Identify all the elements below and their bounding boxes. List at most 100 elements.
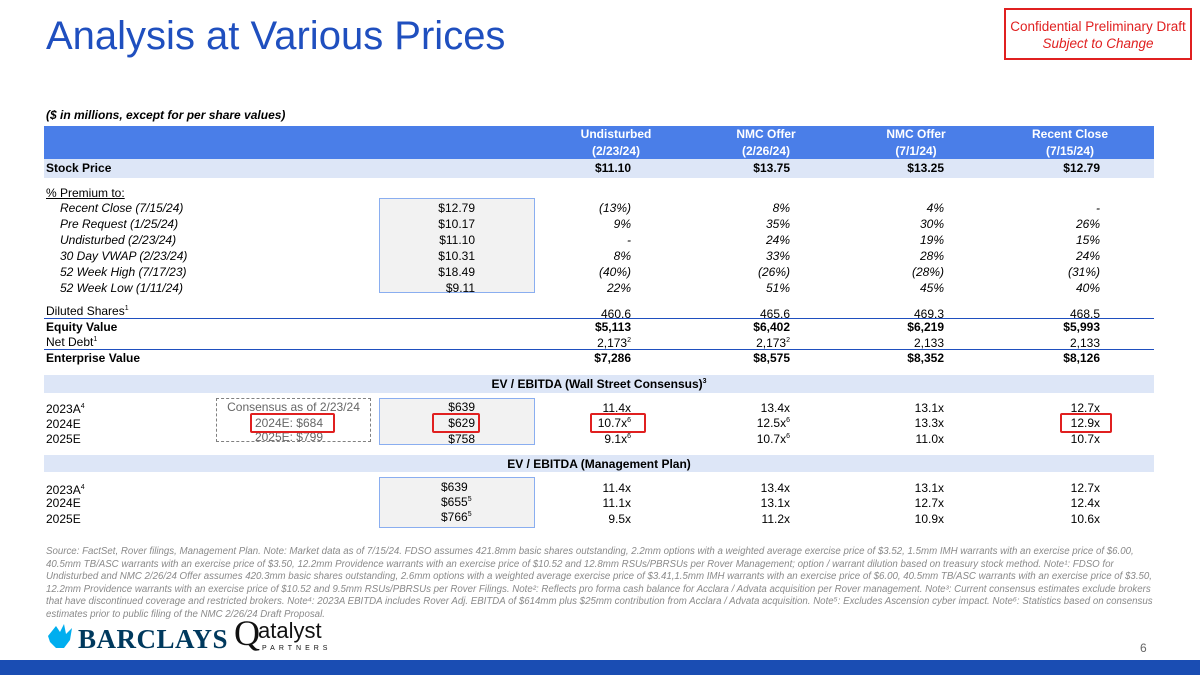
mgmt-row-label: 2023A4 — [46, 483, 85, 497]
qatalyst-wordmark: atalyst — [258, 618, 322, 643]
barclays-logo: BARCLAYS — [46, 622, 228, 657]
mgmt-reference-ebitda: $7665 — [441, 510, 472, 524]
mgmt-multiple-value: 12.7x — [1070, 481, 1100, 495]
diluted-shares-value: 468.5 — [1069, 307, 1100, 321]
premium-reference-price: $10.17 — [438, 217, 475, 231]
qatalyst-q: Q — [234, 613, 260, 653]
mgmt-reference-ebitda: $6555 — [441, 495, 472, 509]
premium-value: - — [627, 233, 631, 247]
diluted-shares-label: Diluted Shares1 — [46, 304, 129, 318]
equity-value-label: Equity Value — [46, 320, 118, 334]
ws-row-label: 2025E — [46, 432, 81, 446]
premium-value: 4% — [926, 201, 944, 215]
equity-value: $5,993 — [1063, 320, 1100, 334]
ws-reference-box — [379, 398, 535, 445]
premium-row-label: Pre Request (1/25/24) — [60, 217, 179, 231]
col-header-undisturbed: Undisturbed (2/23/24) — [580, 127, 652, 158]
mgmt-multiple-value: 11.4x — [602, 481, 631, 495]
net-debt-value: 2,133 — [913, 336, 944, 350]
highlight-2024-ref — [432, 413, 480, 433]
column-header-band: Undisturbed (2/23/24) NMC Offer (2/26/24) … — [44, 126, 1154, 159]
confidential-box: Confidential Preliminary Draft Subject t… — [1004, 8, 1192, 60]
premium-value: (31%) — [1067, 265, 1100, 279]
consensus-box-2025: 2025E: $799 — [254, 430, 323, 444]
net-debt-value: 2,1732 — [597, 336, 631, 350]
mgmt-reference-ebitda: $639 — [441, 480, 468, 494]
col-header-nmc-offer-1: NMC Offer (2/26/24) — [736, 127, 796, 158]
enterprise-value: $7,286 — [594, 351, 631, 365]
stock-price-label: Stock Price — [46, 161, 112, 175]
mgmt-multiple-value: 9.5x — [608, 512, 631, 526]
stock-price-value: $13.75 — [753, 161, 790, 175]
source-footnote: Source: FactSet, Rover filings, Manageme… — [46, 546, 1153, 620]
equity-value: $6,402 — [753, 320, 790, 334]
premium-row-label: Undisturbed (2/23/24) — [60, 233, 177, 247]
premium-value: (26%) — [757, 265, 790, 279]
ws-multiple-value: 12.9x — [1070, 416, 1100, 430]
page-title: Analysis at Various Prices — [46, 14, 506, 58]
mgmt-plan-heading: EV / EBITDA (Management Plan) — [507, 457, 691, 471]
premium-reference-price: $10.31 — [438, 249, 475, 263]
ws-multiple-value: 12.7x — [1070, 401, 1100, 415]
ws-reference-ebitda: $629 — [448, 416, 475, 430]
consensus-dashed-box — [216, 398, 371, 442]
col-header-nmc-offer-2: NMC Offer (7/1/24) — [886, 127, 946, 158]
premium-row-label: 30 Day VWAP (2/23/24) — [60, 249, 188, 263]
enterprise-value-label: Enterprise Value — [46, 351, 141, 365]
enterprise-value: $8,352 — [907, 351, 944, 365]
ws-reference-ebitda: $758 — [448, 432, 475, 446]
premium-value: 19% — [919, 233, 944, 247]
premium-value: - — [1096, 201, 1100, 215]
ws-consensus-heading: EV / EBITDA (Wall Street Consensus)3 — [491, 377, 707, 391]
diluted-shares-value: 469.3 — [913, 307, 944, 321]
premium-reference-price: $11.10 — [439, 233, 475, 247]
premium-value: 8% — [613, 249, 631, 263]
mgmt-multiple-value: 13.1x — [914, 481, 944, 495]
mgmt-multiple-value: 11.2x — [761, 512, 790, 526]
premium-value: 24% — [765, 233, 790, 247]
highlight-2024-recent — [1060, 413, 1112, 433]
equity-value: $6,219 — [907, 320, 944, 334]
footer-bar — [0, 660, 1200, 675]
confidential-line2: Subject to Change — [1042, 36, 1154, 51]
qatalyst-logo: Q atalyst PARTNERS — [234, 613, 344, 656]
confidential-line1: Confidential Preliminary Draft — [1010, 19, 1186, 34]
premium-value: 45% — [919, 281, 944, 295]
premium-row-label: Recent Close (7/15/24) — [60, 201, 184, 215]
net-debt-label: Net Debt1 — [46, 335, 98, 349]
mgmt-multiple-value: 10.6x — [1070, 512, 1100, 526]
premium-value: 28% — [919, 249, 944, 263]
divider — [44, 349, 1154, 350]
premium-heading: % Premium to: — [46, 186, 125, 200]
col-header-recent-close: Recent Close (7/15/24) — [1031, 127, 1109, 158]
barclays-wordmark: BARCLAYS — [78, 624, 229, 654]
premium-value: 8% — [772, 201, 790, 215]
ws-multiple-value: 13.1x — [914, 401, 944, 415]
premium-value: 40% — [1075, 281, 1100, 295]
ws-consensus-band — [44, 375, 1154, 393]
enterprise-value: $8,126 — [1063, 351, 1100, 365]
ws-multiple-value: 9.1x6 — [604, 432, 631, 446]
mgmt-row-label: 2024E — [46, 496, 81, 510]
premium-value: 35% — [765, 217, 790, 231]
consensus-box-2024: 2024E: $684 — [254, 416, 323, 430]
premium-value: 30% — [919, 217, 944, 231]
diluted-shares-value: 465.6 — [759, 307, 790, 321]
consensus-box-title: Consensus as of 2/23/24 — [227, 400, 360, 414]
stock-price-value: $13.25 — [907, 161, 944, 175]
premium-row-label: 52 Week Low (1/11/24) — [60, 281, 183, 295]
ws-multiple-value: 13.3x — [914, 416, 944, 430]
units-note: ($ in millions, except for per share val… — [46, 108, 286, 122]
premium-value: (40%) — [598, 265, 631, 279]
qatalyst-sub: PARTNERS — [262, 645, 332, 652]
net-debt-value: 2,133 — [1069, 336, 1100, 350]
mgmt-multiple-value: 13.4x — [760, 481, 790, 495]
premium-reference-price: $18.49 — [438, 265, 475, 279]
premium-value: (28%) — [911, 265, 944, 279]
premium-reference-box — [379, 198, 535, 293]
ws-multiple-value: 11.4x — [602, 401, 631, 415]
ws-reference-ebitda: $639 — [448, 400, 475, 414]
mgmt-multiple-value: 13.1x — [760, 496, 790, 510]
divider — [44, 318, 1154, 319]
premium-value: 15% — [1075, 233, 1100, 247]
